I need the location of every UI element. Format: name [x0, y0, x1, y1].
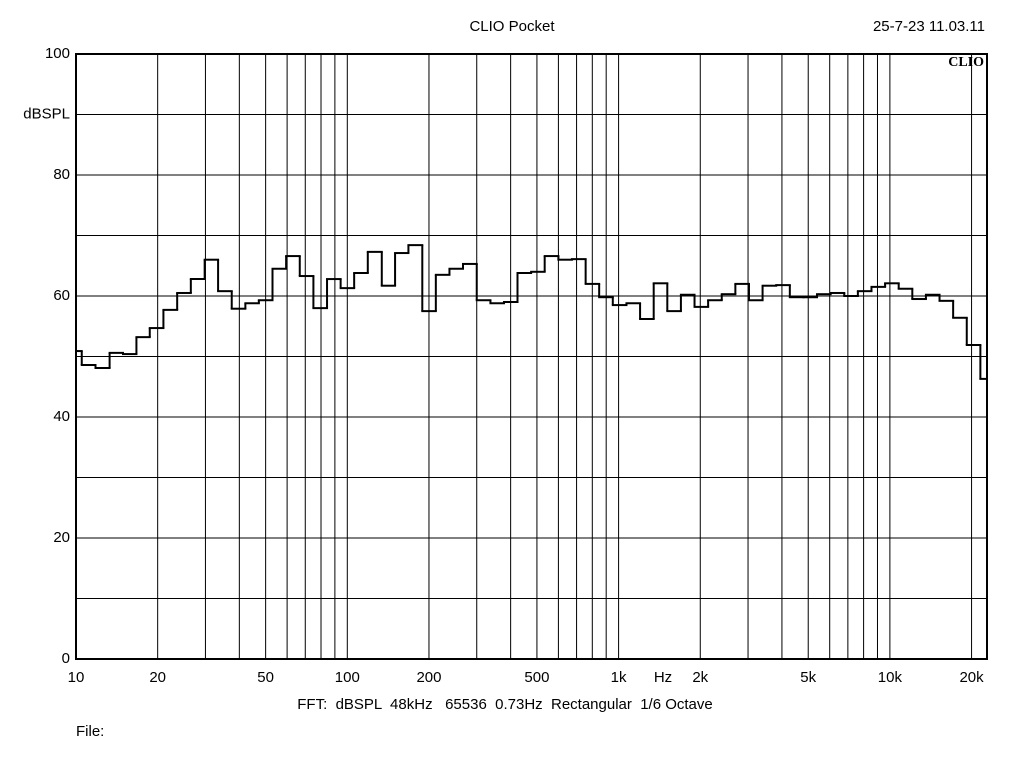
y-tick-label: 20 — [53, 529, 70, 546]
plot-frame — [75, 53, 988, 660]
x-tick-label: 20k — [959, 669, 984, 686]
x-tick-label: 10 — [68, 669, 85, 686]
x-tick-label: 5k — [800, 669, 816, 686]
y-tick-label: 0 — [62, 650, 70, 667]
y-tick-label: 60 — [53, 287, 70, 304]
file-label: File: — [76, 723, 104, 740]
x-tick-label: 50 — [257, 669, 274, 686]
x-tick-label: 500 — [524, 669, 549, 686]
logo: CLIO — [948, 55, 984, 70]
timestamp: 25-7-23 11.03.11 — [873, 18, 985, 35]
x-axis-label: Hz — [654, 669, 672, 686]
x-tick-label: 20 — [149, 669, 166, 686]
footer: FFT: dBSPL 48kHz 65536 0.73Hz Rectangula… — [297, 696, 713, 713]
x-tick-label: 10k — [878, 669, 903, 686]
y-tick-label: 40 — [53, 408, 70, 425]
x-tick-label: 1k — [611, 669, 627, 686]
chart-title: CLIO Pocket — [469, 18, 555, 35]
y-axis-label: dBSPL — [23, 105, 70, 122]
x-tick-label: 2k — [692, 669, 708, 686]
x-tick-label: 200 — [416, 669, 441, 686]
y-tick-label: 80 — [53, 166, 70, 183]
y-tick-label: 100 — [45, 45, 70, 62]
x-tick-label: 100 — [335, 669, 360, 686]
